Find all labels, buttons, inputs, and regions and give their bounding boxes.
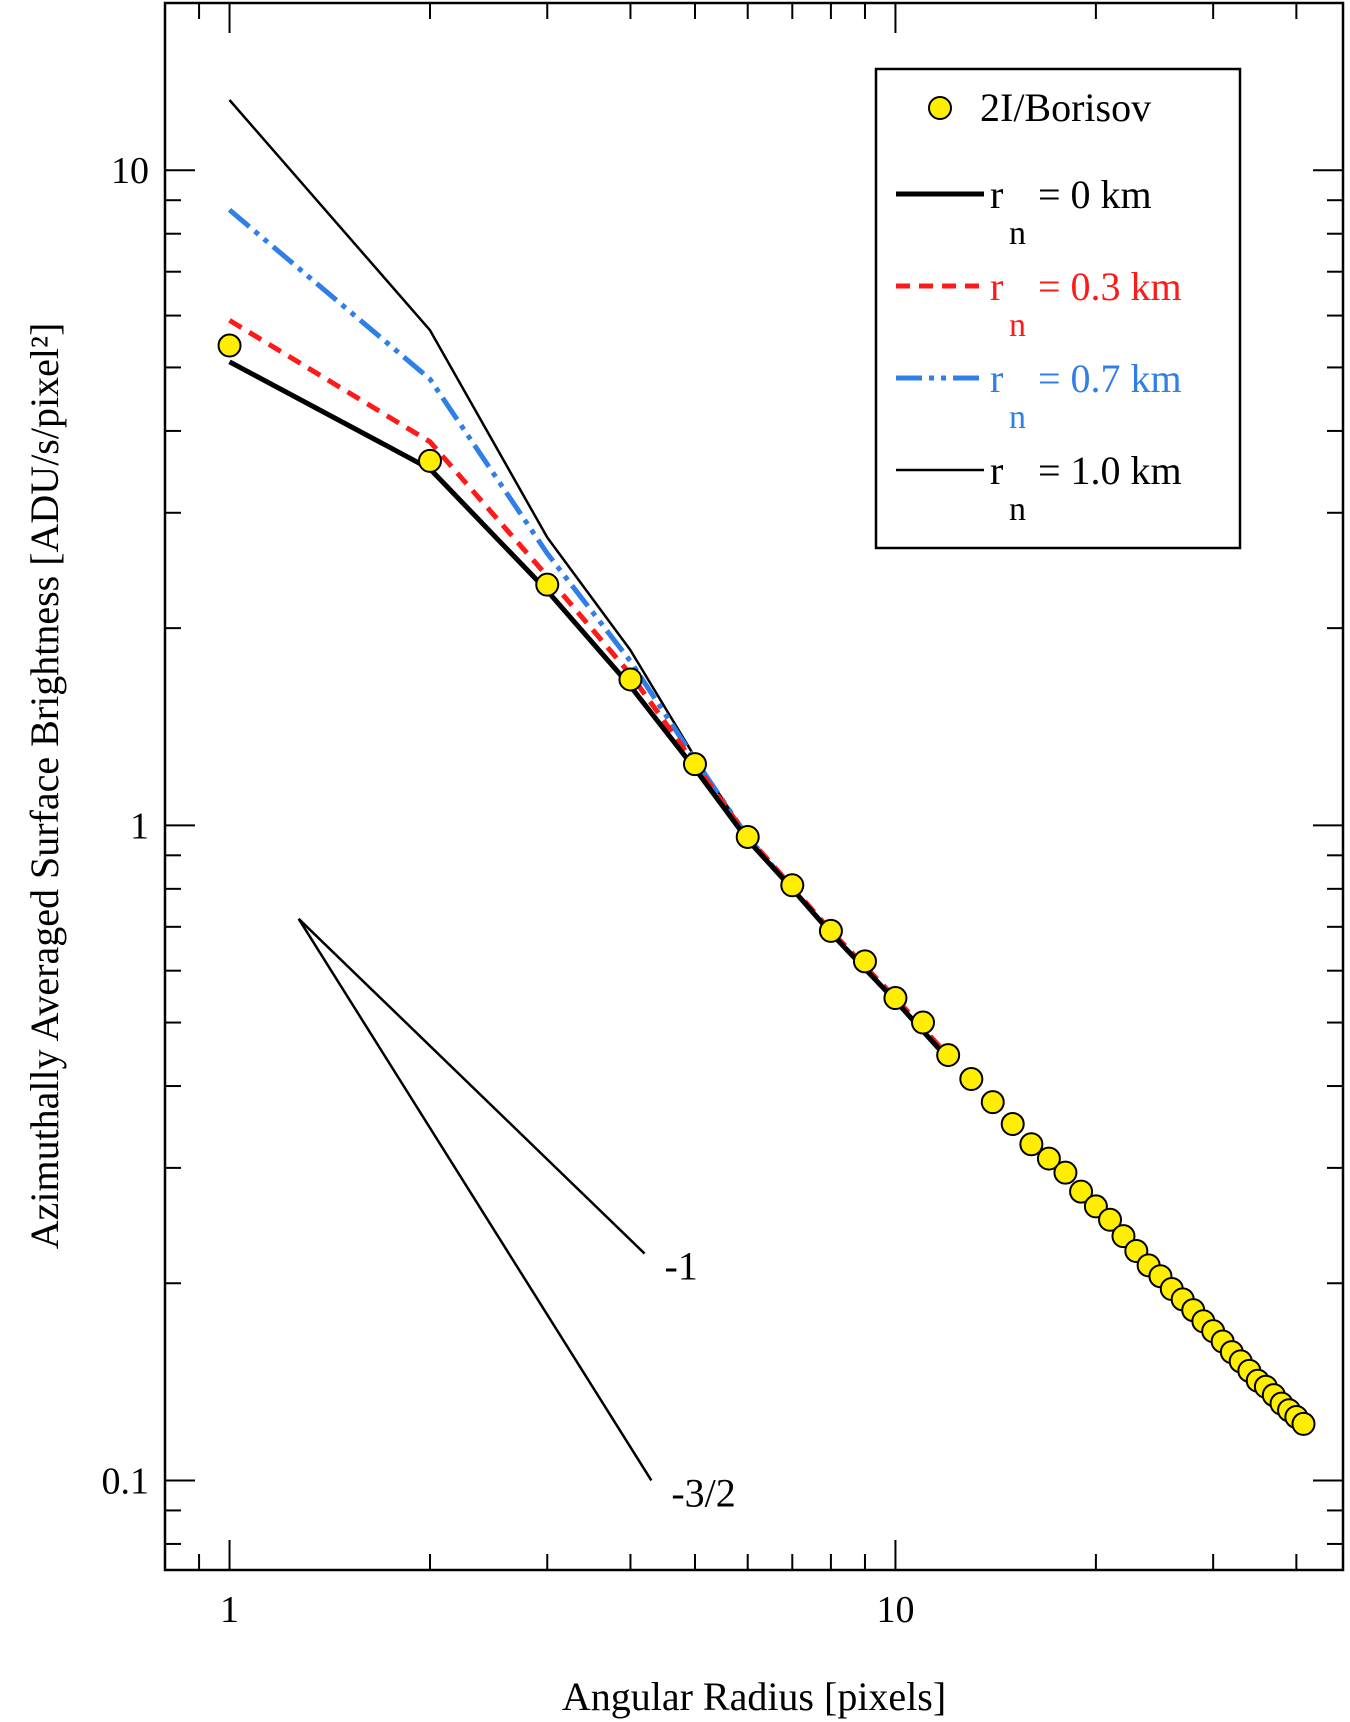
data-point-7 (818, 918, 843, 943)
data-points (217, 333, 1316, 1436)
data-point-2 (535, 572, 560, 597)
data-point-1 (417, 448, 442, 473)
x-tick-label-0: 1 (220, 1589, 239, 1631)
plot-frame (163, 1, 1345, 1572)
series-line-r-n-0-km (228, 359, 951, 1061)
data-point-9 (883, 986, 908, 1011)
legend-value-1: = 0 km (1038, 172, 1152, 217)
model-lines (227, 99, 951, 1061)
data-point-12 (959, 1067, 984, 1092)
legend-value-3: = 0.7 km (1038, 356, 1182, 401)
data-point-40 (1291, 1411, 1316, 1436)
slope-annotations: -1 -3/2 (297, 917, 736, 1515)
data-point-14 (1000, 1112, 1025, 1137)
legend-sub-3: n (1009, 399, 1026, 436)
data-point-16 (1036, 1146, 1061, 1171)
legend-label-2: r (990, 264, 1003, 309)
y-axis-title: Azimuthally Averaged Surface Brightness … (22, 323, 67, 1250)
data-point-13 (980, 1090, 1005, 1115)
data-point-20 (1098, 1207, 1123, 1232)
legend-box (874, 67, 1242, 550)
legend-sub-2: n (1009, 307, 1026, 344)
series-line-r-n-1-0-km (228, 99, 950, 1060)
legend-sub-4: n (1009, 491, 1026, 528)
data-point-6 (780, 873, 805, 898)
slope-line-1 (297, 918, 653, 1482)
x-axis-title: Angular Radius [pixels] (562, 1674, 946, 1719)
legend-value-4: = 1.0 km (1038, 448, 1182, 493)
y-tick-label-2: 10 (111, 150, 149, 192)
legend-value-2: = 0.3 km (1038, 264, 1182, 309)
data-point-11 (936, 1043, 961, 1068)
data-point-4 (682, 752, 707, 777)
x-tick-label-1: 10 (876, 1589, 914, 1631)
legend-label-4: r (990, 448, 1003, 493)
axis-ticks (164, 3, 1343, 1570)
y-tick-label-1: 1 (130, 805, 149, 847)
data-point-18 (1069, 1179, 1094, 1204)
legend-label-3: r (990, 356, 1003, 401)
slope-line-0 (297, 917, 646, 1255)
data-point-5 (735, 824, 760, 849)
data-point-8 (852, 949, 877, 974)
axis-tick-labels: 1 10 0.1 1 10 (102, 150, 915, 1631)
data-point-10 (911, 1010, 936, 1035)
slope-label-0: -1 (665, 1244, 698, 1289)
legend-marker-0 (928, 96, 952, 120)
legend-label-1: r (990, 172, 1003, 217)
legend-sub-1: n (1009, 215, 1026, 252)
data-point-3 (618, 667, 643, 692)
slope-label-1: -3/2 (671, 1470, 735, 1515)
y-tick-label-0: 0.1 (102, 1460, 150, 1502)
legend-label-0: 2I/Borisov (980, 85, 1151, 130)
data-point-17 (1053, 1160, 1078, 1185)
data-point-15 (1019, 1132, 1044, 1157)
data-point-0 (217, 333, 242, 358)
